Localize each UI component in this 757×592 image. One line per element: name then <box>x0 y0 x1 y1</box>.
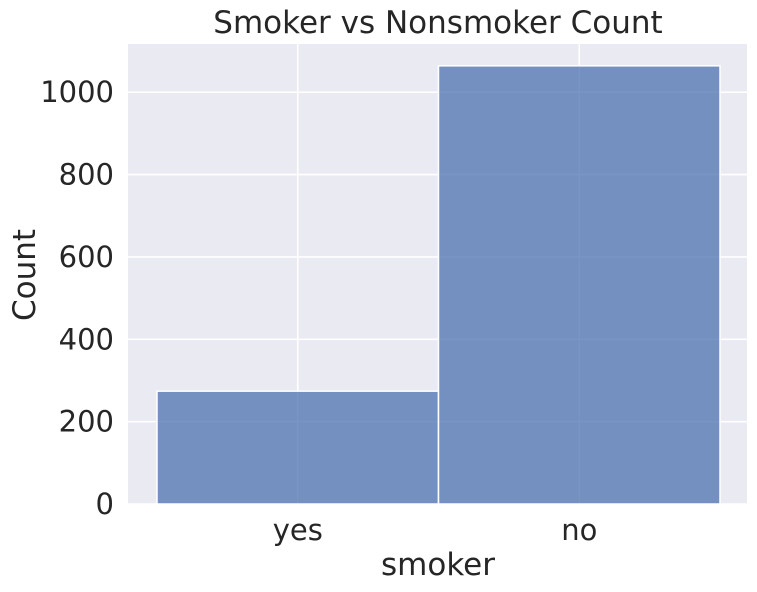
x-tick-labels: yes no <box>273 513 598 547</box>
y-tick-label: 800 <box>59 158 114 192</box>
bars <box>156 65 721 505</box>
x-tick-label: yes <box>273 513 323 547</box>
chart-title: Smoker vs Nonsmoker Count <box>213 5 662 41</box>
y-tick-label: 1000 <box>40 75 114 109</box>
y-tick-label: 600 <box>59 240 114 274</box>
y-axis-label: Count <box>7 229 43 321</box>
y-tick-labels: 0 200 400 600 800 1000 <box>40 75 114 521</box>
x-axis-label: smoker <box>381 547 495 583</box>
y-tick-label: 0 <box>96 487 114 521</box>
y-tick-label: 200 <box>59 405 114 439</box>
y-tick-label: 400 <box>59 322 114 356</box>
x-tick-label: no <box>561 513 597 547</box>
bar-no <box>437 65 721 505</box>
bar-yes <box>156 390 440 505</box>
